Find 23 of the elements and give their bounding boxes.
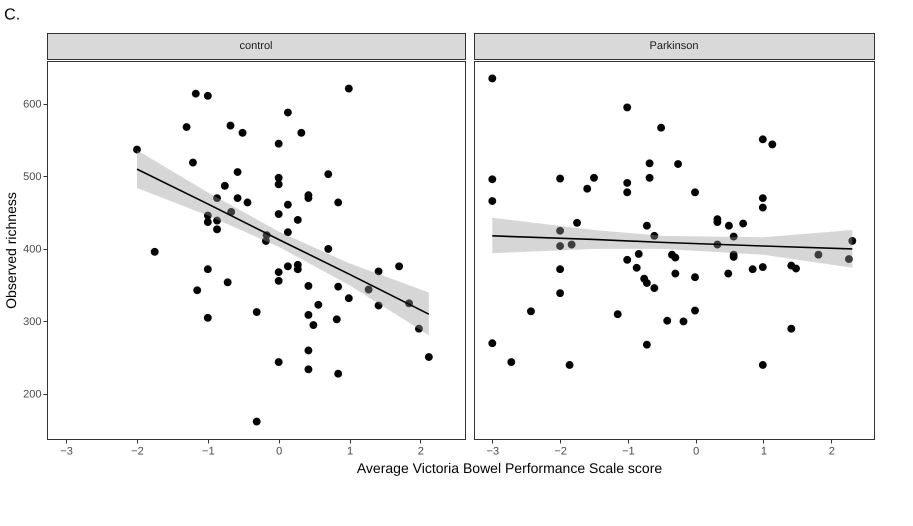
x-tick-label: −3 [60,446,73,458]
x-tick-label: 2 [418,446,424,458]
x-axis-title: Average Victoria Bowel Performance Scale score [356,460,662,476]
x-tick-label: 1 [346,446,354,458]
x-tick-label: 0 [276,446,282,458]
chart-title: control [239,40,273,52]
x-tick-label: −2 [554,446,567,458]
y-axis-title: Observed richness [3,192,20,309]
x-tick-label: 1 [760,446,768,458]
y-tick-label: 500 [23,170,42,183]
x-tick-label: −2 [131,446,144,458]
x-tick-label: 2 [828,446,835,458]
y-tick-label: 200 [23,388,42,401]
y-tick-label: 300 [23,316,42,328]
x-tick-label: 0 [693,446,700,458]
x-tick-label: −1 [202,446,215,458]
x-tick-label: −3 [486,446,500,458]
y-tick-label: 600 [23,98,42,110]
y-tick-label: 400 [23,243,42,256]
x-tick-label: −1 [622,446,635,458]
line-series [136,168,430,316]
text: C. [4,6,20,24]
chart-title: Parkinson [650,40,698,52]
